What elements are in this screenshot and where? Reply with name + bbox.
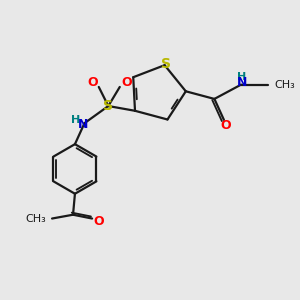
Text: N: N (237, 76, 247, 89)
Text: N: N (78, 118, 89, 130)
Text: S: S (103, 99, 113, 113)
Text: CH₃: CH₃ (274, 80, 295, 90)
Text: H: H (237, 72, 247, 82)
Text: O: O (220, 119, 231, 132)
Text: O: O (94, 215, 104, 228)
Text: O: O (121, 76, 132, 89)
Text: O: O (88, 76, 98, 89)
Text: S: S (160, 57, 171, 71)
Text: H: H (71, 115, 80, 125)
Text: CH₃: CH₃ (26, 214, 46, 224)
